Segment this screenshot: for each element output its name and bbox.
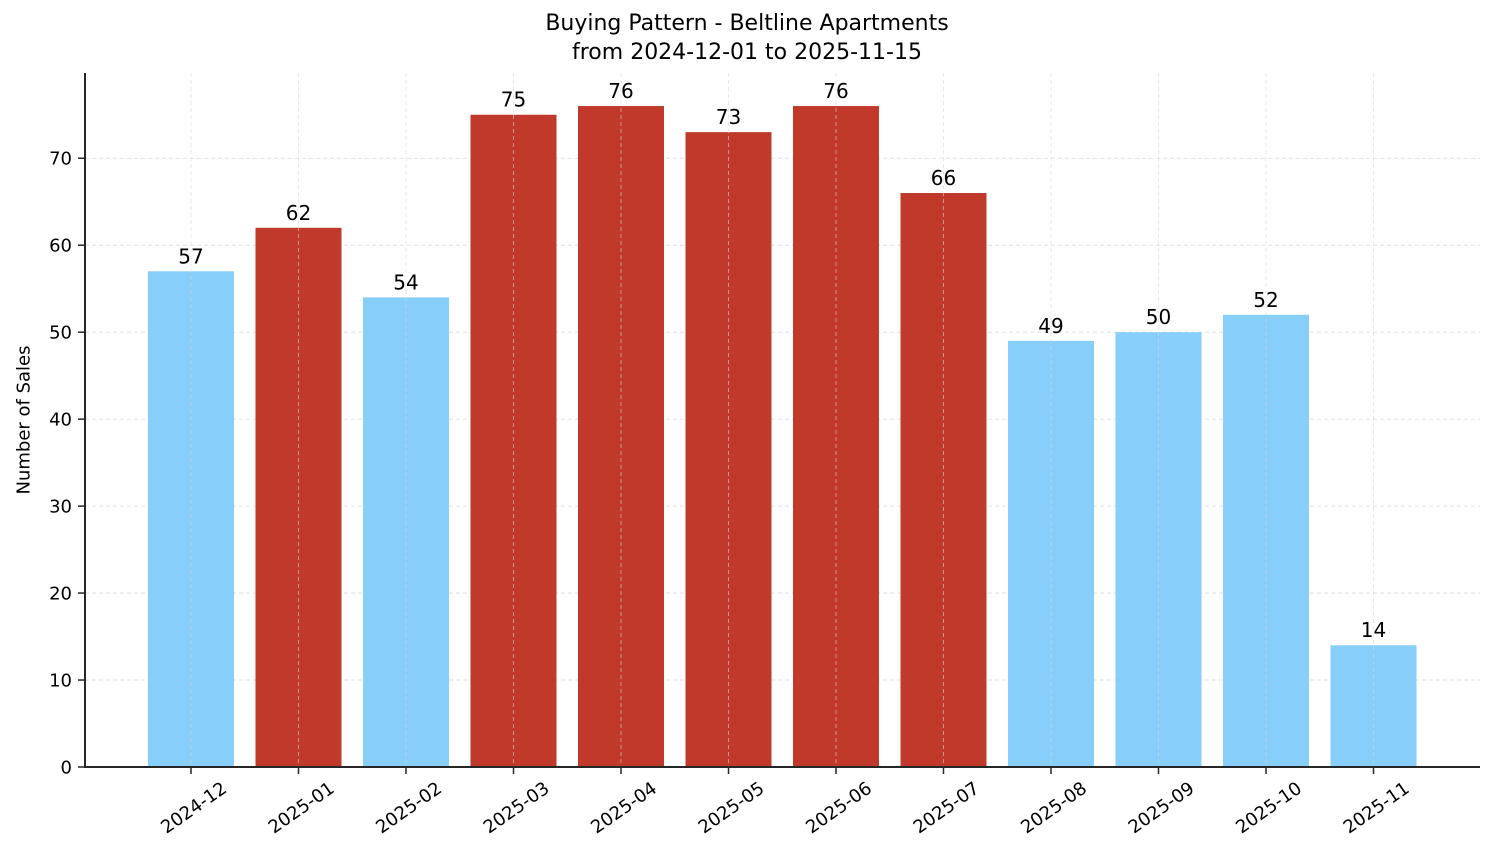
data-label: 49 (1038, 314, 1063, 338)
y-tick-label: 70 (49, 149, 72, 170)
x-tick-label: 2024-12 (157, 778, 231, 838)
data-label: 54 (393, 270, 418, 294)
x-ticks: 2024-12 2025-01 2025-02 2025-03 2025-04 2025-… (157, 767, 1413, 838)
bar-2025-01 (255, 227, 342, 767)
data-label: 75 (501, 88, 526, 112)
x-tick-label: 2025-10 (1232, 778, 1306, 838)
x-tick-label: 2025-03 (480, 778, 554, 838)
y-tick-label: 10 (49, 671, 72, 692)
x-tick-label: 2025-02 (372, 778, 446, 838)
data-label: 57 (178, 244, 203, 268)
data-label: 66 (931, 166, 956, 190)
data-label: 62 (286, 201, 311, 225)
y-tick-label: 30 (49, 497, 72, 518)
axes (84, 73, 1480, 768)
bars (148, 106, 1417, 768)
chart-title-line1: Buying Pattern - Beltline Apartments (545, 11, 949, 36)
y-tick-label: 40 (49, 410, 72, 431)
x-tick-label: 2025-04 (587, 778, 661, 838)
x-tick-label: 2025-07 (910, 778, 984, 838)
data-label: 50 (1146, 305, 1171, 329)
x-tick-label: 2025-01 (265, 778, 339, 838)
x-tick-label: 2025-06 (802, 778, 876, 838)
data-labels: 57 62 54 75 76 73 76 66 49 50 52 14 (178, 79, 1386, 642)
y-ticks: 0 10 20 30 40 50 60 70 (49, 149, 85, 779)
x-tick-label: 2025-05 (695, 778, 769, 838)
y-tick-label: 50 (49, 323, 72, 344)
bar-2025-04 (578, 106, 664, 768)
x-tick-label: 2025-11 (1340, 778, 1414, 838)
data-label: 76 (823, 79, 848, 103)
vertical-grid-lines (190, 73, 1374, 767)
data-label: 52 (1253, 288, 1278, 312)
chart-title-line2: from 2024-12-01 to 2025-11-15 (572, 40, 922, 65)
x-tick-label: 2025-08 (1017, 778, 1091, 838)
data-label: 73 (716, 105, 741, 129)
y-tick-label: 60 (49, 236, 72, 257)
bar-2025-06 (793, 106, 879, 768)
y-tick-label: 20 (49, 584, 72, 605)
x-tick-label: 2025-09 (1125, 778, 1199, 838)
data-label: 14 (1361, 618, 1386, 642)
y-tick-label: 0 (61, 758, 72, 779)
data-label: 76 (608, 79, 633, 103)
